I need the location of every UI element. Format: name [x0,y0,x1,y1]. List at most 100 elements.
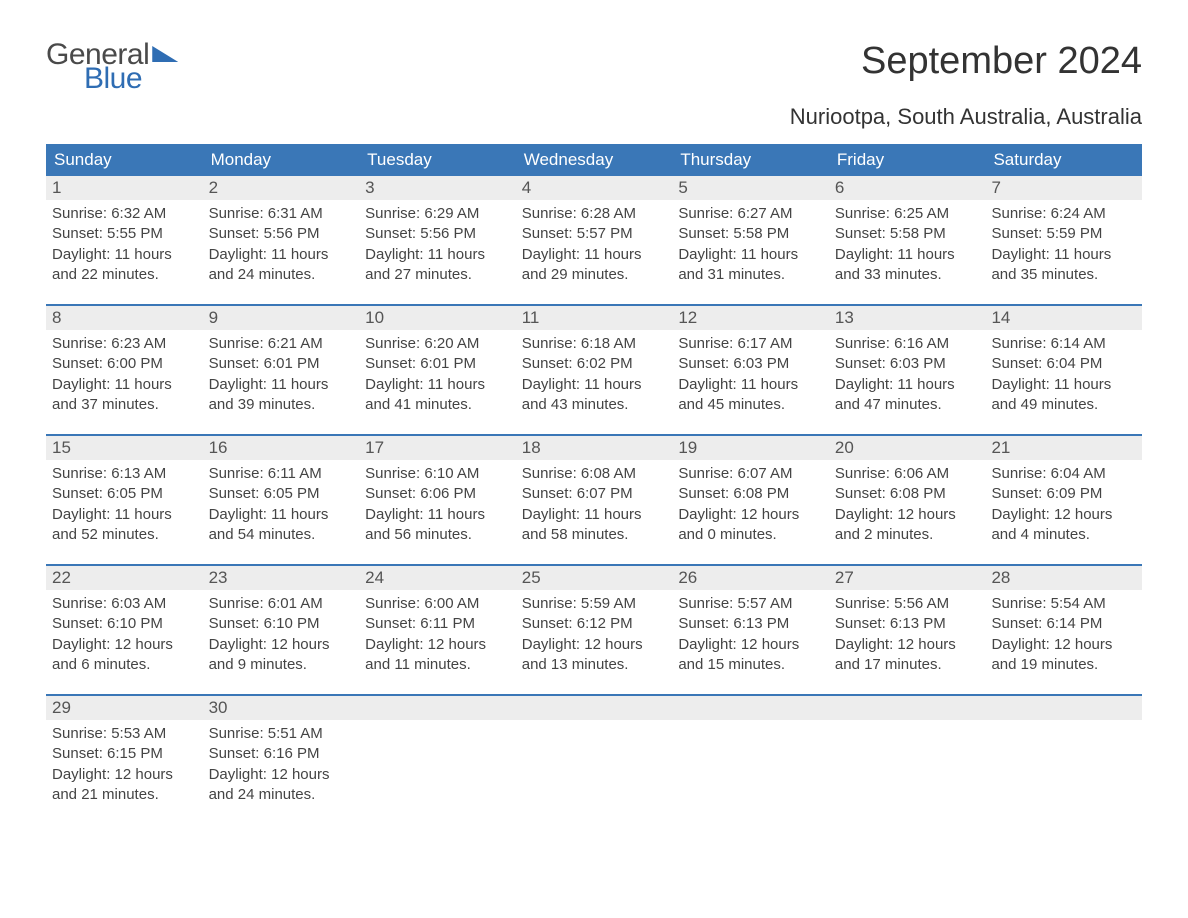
day-cell: 14Sunrise: 6:14 AMSunset: 6:04 PMDayligh… [985,306,1142,434]
day-day2: and 0 minutes. [678,525,823,545]
day-cell: 22Sunrise: 6:03 AMSunset: 6:10 PMDayligh… [46,566,203,694]
day-day2: and 11 minutes. [365,655,510,675]
day-sunrise: Sunrise: 6:04 AM [991,464,1136,484]
week-row: 29Sunrise: 5:53 AMSunset: 6:15 PMDayligh… [46,694,1142,824]
day-day1: Daylight: 11 hours [991,245,1136,265]
day-body: Sunrise: 6:29 AMSunset: 5:56 PMDaylight:… [359,200,516,285]
day-sunset: Sunset: 6:11 PM [365,614,510,634]
day-number: 20 [829,436,986,460]
day-body: Sunrise: 5:59 AMSunset: 6:12 PMDaylight:… [516,590,673,675]
day-number: 9 [203,306,360,330]
day-sunrise: Sunrise: 6:11 AM [209,464,354,484]
day-sunrise: Sunrise: 5:51 AM [209,724,354,744]
day-sunrise: Sunrise: 6:23 AM [52,334,197,354]
day-body: Sunrise: 6:28 AMSunset: 5:57 PMDaylight:… [516,200,673,285]
day-day1: Daylight: 11 hours [209,245,354,265]
weeks-container: 1Sunrise: 6:32 AMSunset: 5:55 PMDaylight… [46,176,1142,824]
day-day2: and 4 minutes. [991,525,1136,545]
day-sunrise: Sunrise: 5:56 AM [835,594,980,614]
day-sunrise: Sunrise: 6:24 AM [991,204,1136,224]
page-title: September 2024 [861,40,1142,83]
day-number: 15 [46,436,203,460]
day-sunrise: Sunrise: 6:14 AM [991,334,1136,354]
day-cell [985,696,1142,824]
day-sunrise: Sunrise: 5:59 AM [522,594,667,614]
day-number: 30 [203,696,360,720]
day-body: Sunrise: 6:32 AMSunset: 5:55 PMDaylight:… [46,200,203,285]
location-label: Nuriootpa, South Australia, Australia [46,104,1142,130]
day-sunset: Sunset: 6:01 PM [365,354,510,374]
day-number: 7 [985,176,1142,200]
day-body: Sunrise: 5:54 AMSunset: 6:14 PMDaylight:… [985,590,1142,675]
day-number: 8 [46,306,203,330]
day-body: Sunrise: 6:20 AMSunset: 6:01 PMDaylight:… [359,330,516,415]
day-sunrise: Sunrise: 6:08 AM [522,464,667,484]
day-day1: Daylight: 12 hours [209,765,354,785]
day-day1: Daylight: 11 hours [365,505,510,525]
day-sunrise: Sunrise: 6:28 AM [522,204,667,224]
day-number: 1 [46,176,203,200]
day-body: Sunrise: 6:10 AMSunset: 6:06 PMDaylight:… [359,460,516,545]
day-sunrise: Sunrise: 6:27 AM [678,204,823,224]
day-day2: and 41 minutes. [365,395,510,415]
day-day1: Daylight: 12 hours [678,635,823,655]
day-body: Sunrise: 6:03 AMSunset: 6:10 PMDaylight:… [46,590,203,675]
day-sunset: Sunset: 5:59 PM [991,224,1136,244]
day-number: 23 [203,566,360,590]
day-day2: and 21 minutes. [52,785,197,805]
week-row: 15Sunrise: 6:13 AMSunset: 6:05 PMDayligh… [46,434,1142,564]
day-number: 5 [672,176,829,200]
day-day1: Daylight: 12 hours [835,635,980,655]
day-sunrise: Sunrise: 6:10 AM [365,464,510,484]
day-number: 29 [46,696,203,720]
day-cell: 3Sunrise: 6:29 AMSunset: 5:56 PMDaylight… [359,176,516,304]
day-number: 10 [359,306,516,330]
day-sunset: Sunset: 6:13 PM [835,614,980,634]
day-number: 19 [672,436,829,460]
day-body: Sunrise: 5:56 AMSunset: 6:13 PMDaylight:… [829,590,986,675]
day-sunset: Sunset: 6:02 PM [522,354,667,374]
day-sunset: Sunset: 6:06 PM [365,484,510,504]
day-day2: and 31 minutes. [678,265,823,285]
day-number [516,696,673,720]
day-day1: Daylight: 11 hours [835,245,980,265]
day-sunrise: Sunrise: 6:20 AM [365,334,510,354]
day-number: 27 [829,566,986,590]
day-cell: 13Sunrise: 6:16 AMSunset: 6:03 PMDayligh… [829,306,986,434]
day-number [672,696,829,720]
weekday-header: Friday [829,144,986,176]
day-body: Sunrise: 6:11 AMSunset: 6:05 PMDaylight:… [203,460,360,545]
day-day1: Daylight: 11 hours [835,375,980,395]
day-day1: Daylight: 11 hours [52,505,197,525]
day-day1: Daylight: 11 hours [52,245,197,265]
day-number: 24 [359,566,516,590]
day-body: Sunrise: 6:27 AMSunset: 5:58 PMDaylight:… [672,200,829,285]
day-cell: 17Sunrise: 6:10 AMSunset: 6:06 PMDayligh… [359,436,516,564]
day-day2: and 37 minutes. [52,395,197,415]
day-cell: 27Sunrise: 5:56 AMSunset: 6:13 PMDayligh… [829,566,986,694]
day-day2: and 58 minutes. [522,525,667,545]
day-cell: 23Sunrise: 6:01 AMSunset: 6:10 PMDayligh… [203,566,360,694]
day-day1: Daylight: 11 hours [365,245,510,265]
day-day2: and 24 minutes. [209,265,354,285]
weekday-header: Monday [203,144,360,176]
day-cell [359,696,516,824]
day-day1: Daylight: 11 hours [678,375,823,395]
day-day1: Daylight: 12 hours [678,505,823,525]
day-sunrise: Sunrise: 6:17 AM [678,334,823,354]
day-day1: Daylight: 11 hours [678,245,823,265]
day-day2: and 19 minutes. [991,655,1136,675]
day-day2: and 22 minutes. [52,265,197,285]
weekday-header: Wednesday [516,144,673,176]
day-body: Sunrise: 6:08 AMSunset: 6:07 PMDaylight:… [516,460,673,545]
day-body: Sunrise: 6:24 AMSunset: 5:59 PMDaylight:… [985,200,1142,285]
day-number: 21 [985,436,1142,460]
day-day1: Daylight: 11 hours [365,375,510,395]
day-day1: Daylight: 11 hours [522,505,667,525]
day-body: Sunrise: 6:21 AMSunset: 6:01 PMDaylight:… [203,330,360,415]
day-day1: Daylight: 11 hours [209,505,354,525]
day-sunset: Sunset: 5:58 PM [678,224,823,244]
day-day2: and 15 minutes. [678,655,823,675]
day-day1: Daylight: 11 hours [522,375,667,395]
day-sunset: Sunset: 6:16 PM [209,744,354,764]
